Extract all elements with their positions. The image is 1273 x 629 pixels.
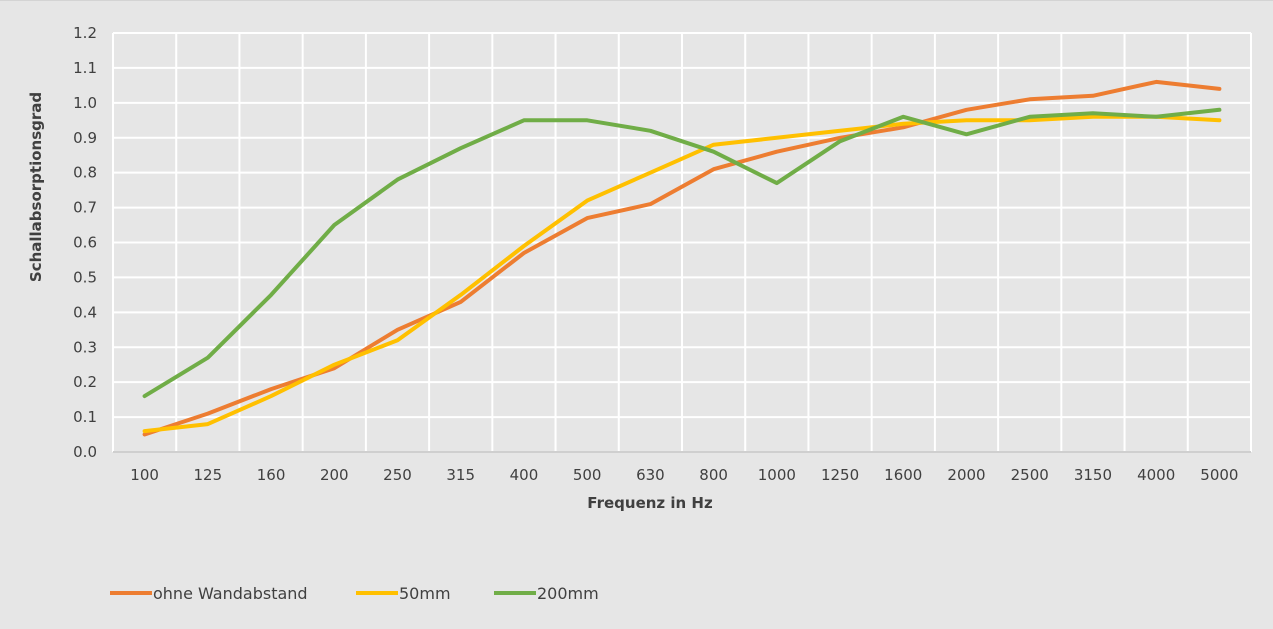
x-tick-label: 1000: [758, 466, 796, 484]
x-tick-label: 400: [510, 466, 539, 484]
y-tick-label: 0.7: [73, 199, 97, 217]
x-tick-label: 2500: [1011, 466, 1049, 484]
series-line-2: [142, 107, 1222, 399]
x-tick-label: 5000: [1200, 466, 1238, 484]
series-lines: [142, 79, 1222, 437]
y-tick-label: 0.2: [73, 373, 97, 391]
x-tick-label: 500: [573, 466, 602, 484]
legend: ohne Wandabstand 50mm 200mm: [110, 584, 599, 603]
y-tick-label: 0.4: [73, 303, 97, 321]
legend-label: ohne Wandabstand: [153, 584, 308, 603]
series-line-1: [142, 114, 1222, 434]
legend-item: 50mm: [356, 584, 451, 603]
x-tick-label: 1250: [821, 466, 859, 484]
x-tick-label: 630: [636, 466, 665, 484]
y-tick-label: 1.1: [73, 59, 97, 77]
y-tick-label: 0.9: [73, 129, 97, 147]
y-axis-ticks: 0.0 0.1 0.2 0.3 0.4 0.5 0.6 0.7 0.8 0.9 1.0 1.1 1.2: [73, 24, 97, 461]
y-tick-label: 1.2: [73, 24, 97, 42]
x-tick-label: 1600: [884, 466, 922, 484]
x-tick-label: 200: [320, 466, 349, 484]
y-tick-label: 0.0: [73, 443, 97, 461]
y-tick-label: 0.1: [73, 408, 97, 426]
x-tick-label: 315: [446, 466, 475, 484]
x-tick-label: 100: [130, 466, 159, 484]
x-tick-label: 800: [699, 466, 728, 484]
y-tick-label: 0.6: [73, 234, 97, 252]
legend-item: 200mm: [494, 584, 599, 603]
x-tick-label: 3150: [1074, 466, 1112, 484]
grid-lines: [112, 32, 1252, 453]
y-tick-label: 0.8: [73, 164, 97, 182]
x-tick-label: 160: [257, 466, 286, 484]
x-axis-title: Frequenz in Hz: [587, 494, 713, 512]
legend-label: 50mm: [399, 584, 451, 603]
legend-item: ohne Wandabstand: [110, 584, 308, 603]
x-axis-ticks: 100 125 160 200 250 315 400 500 630 800 1000 1250 16…: [130, 466, 1238, 484]
y-tick-label: 0.5: [73, 268, 97, 286]
x-tick-label: 2000: [947, 466, 985, 484]
x-tick-label: 250: [383, 466, 412, 484]
x-tick-label: 4000: [1137, 466, 1175, 484]
x-tick-label: 125: [194, 466, 223, 484]
y-tick-label: 0.3: [73, 338, 97, 356]
legend-label: 200mm: [537, 584, 599, 603]
y-axis-title: Schallabsorptionsgrad: [27, 92, 45, 282]
y-tick-label: 1.0: [73, 94, 97, 112]
